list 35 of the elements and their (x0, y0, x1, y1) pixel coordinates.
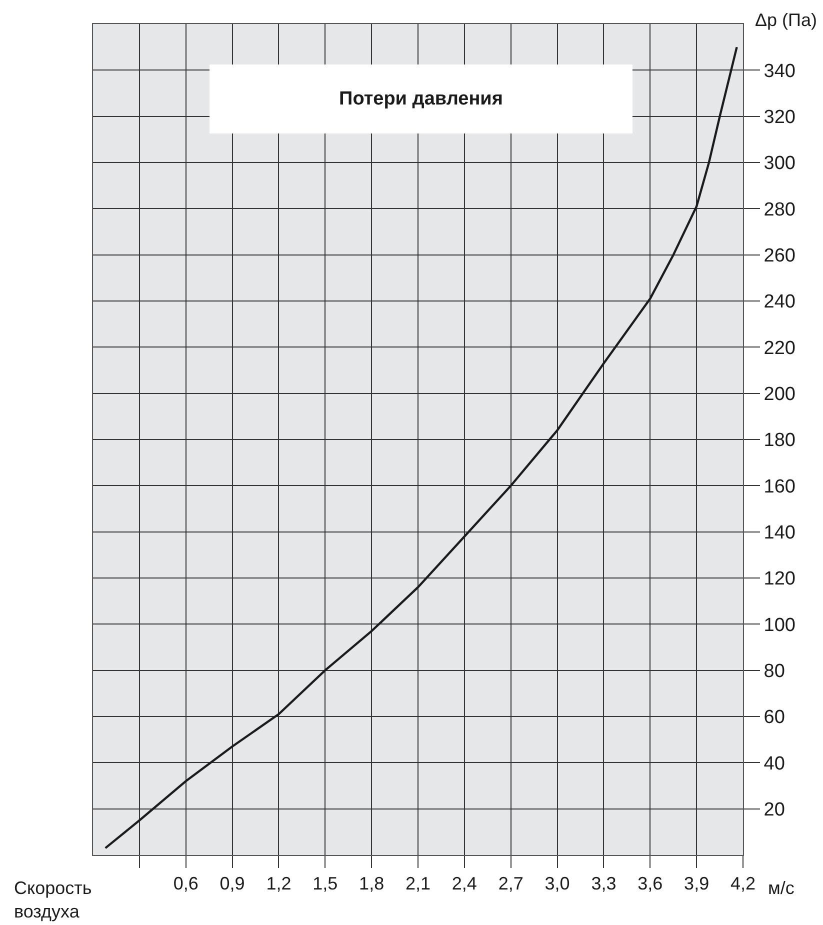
y-tick-label: 340 (764, 60, 796, 82)
y-tick-label: 240 (764, 292, 796, 313)
x-tick-label: 3,3 (591, 874, 616, 894)
x-tick-label: 2,1 (405, 874, 431, 894)
y-tick-label: 140 (764, 522, 796, 544)
x-tick-label: 1,8 (359, 874, 384, 894)
y-tick-label: 20 (764, 799, 785, 820)
x-tick-label: 1,2 (266, 874, 292, 894)
y-tick-label: 80 (764, 660, 785, 682)
x-axis-title: Скорость воздуха (14, 878, 92, 922)
y-tick-label: 60 (764, 707, 785, 728)
y-tick-label: 180 (764, 430, 796, 452)
y-tick-label: 200 (764, 384, 796, 405)
y-tick-label: 260 (764, 245, 796, 266)
x-tick-label: 2,7 (498, 874, 524, 894)
y-tick-label: 220 (764, 338, 796, 359)
y-tick-label: 120 (764, 568, 796, 590)
y-tick-label: 320 (764, 106, 796, 128)
line-series (104, 46, 738, 850)
x-tick-label: 3,6 (638, 874, 663, 894)
y-tick-label: 300 (764, 153, 796, 174)
x-tick-label: 0,6 (173, 874, 198, 894)
x-tick-label: 0,9 (220, 874, 245, 894)
x-tick-label: 4,2 (730, 874, 756, 894)
x-tick-label: 2,4 (452, 874, 477, 894)
y-tick-label: 40 (764, 753, 785, 774)
y-tick-label: 160 (764, 476, 796, 498)
y-tick-label: 280 (764, 199, 796, 220)
y-tick-label: 100 (764, 614, 796, 636)
y-axis-title: Δp (Па) (755, 10, 817, 30)
text: м/с (768, 878, 794, 898)
text: Потери давления (339, 88, 503, 110)
x-tick-label: 3,9 (684, 874, 710, 894)
x-tick-label: 3,0 (544, 874, 570, 894)
x-tick-label: 1,5 (312, 874, 338, 894)
